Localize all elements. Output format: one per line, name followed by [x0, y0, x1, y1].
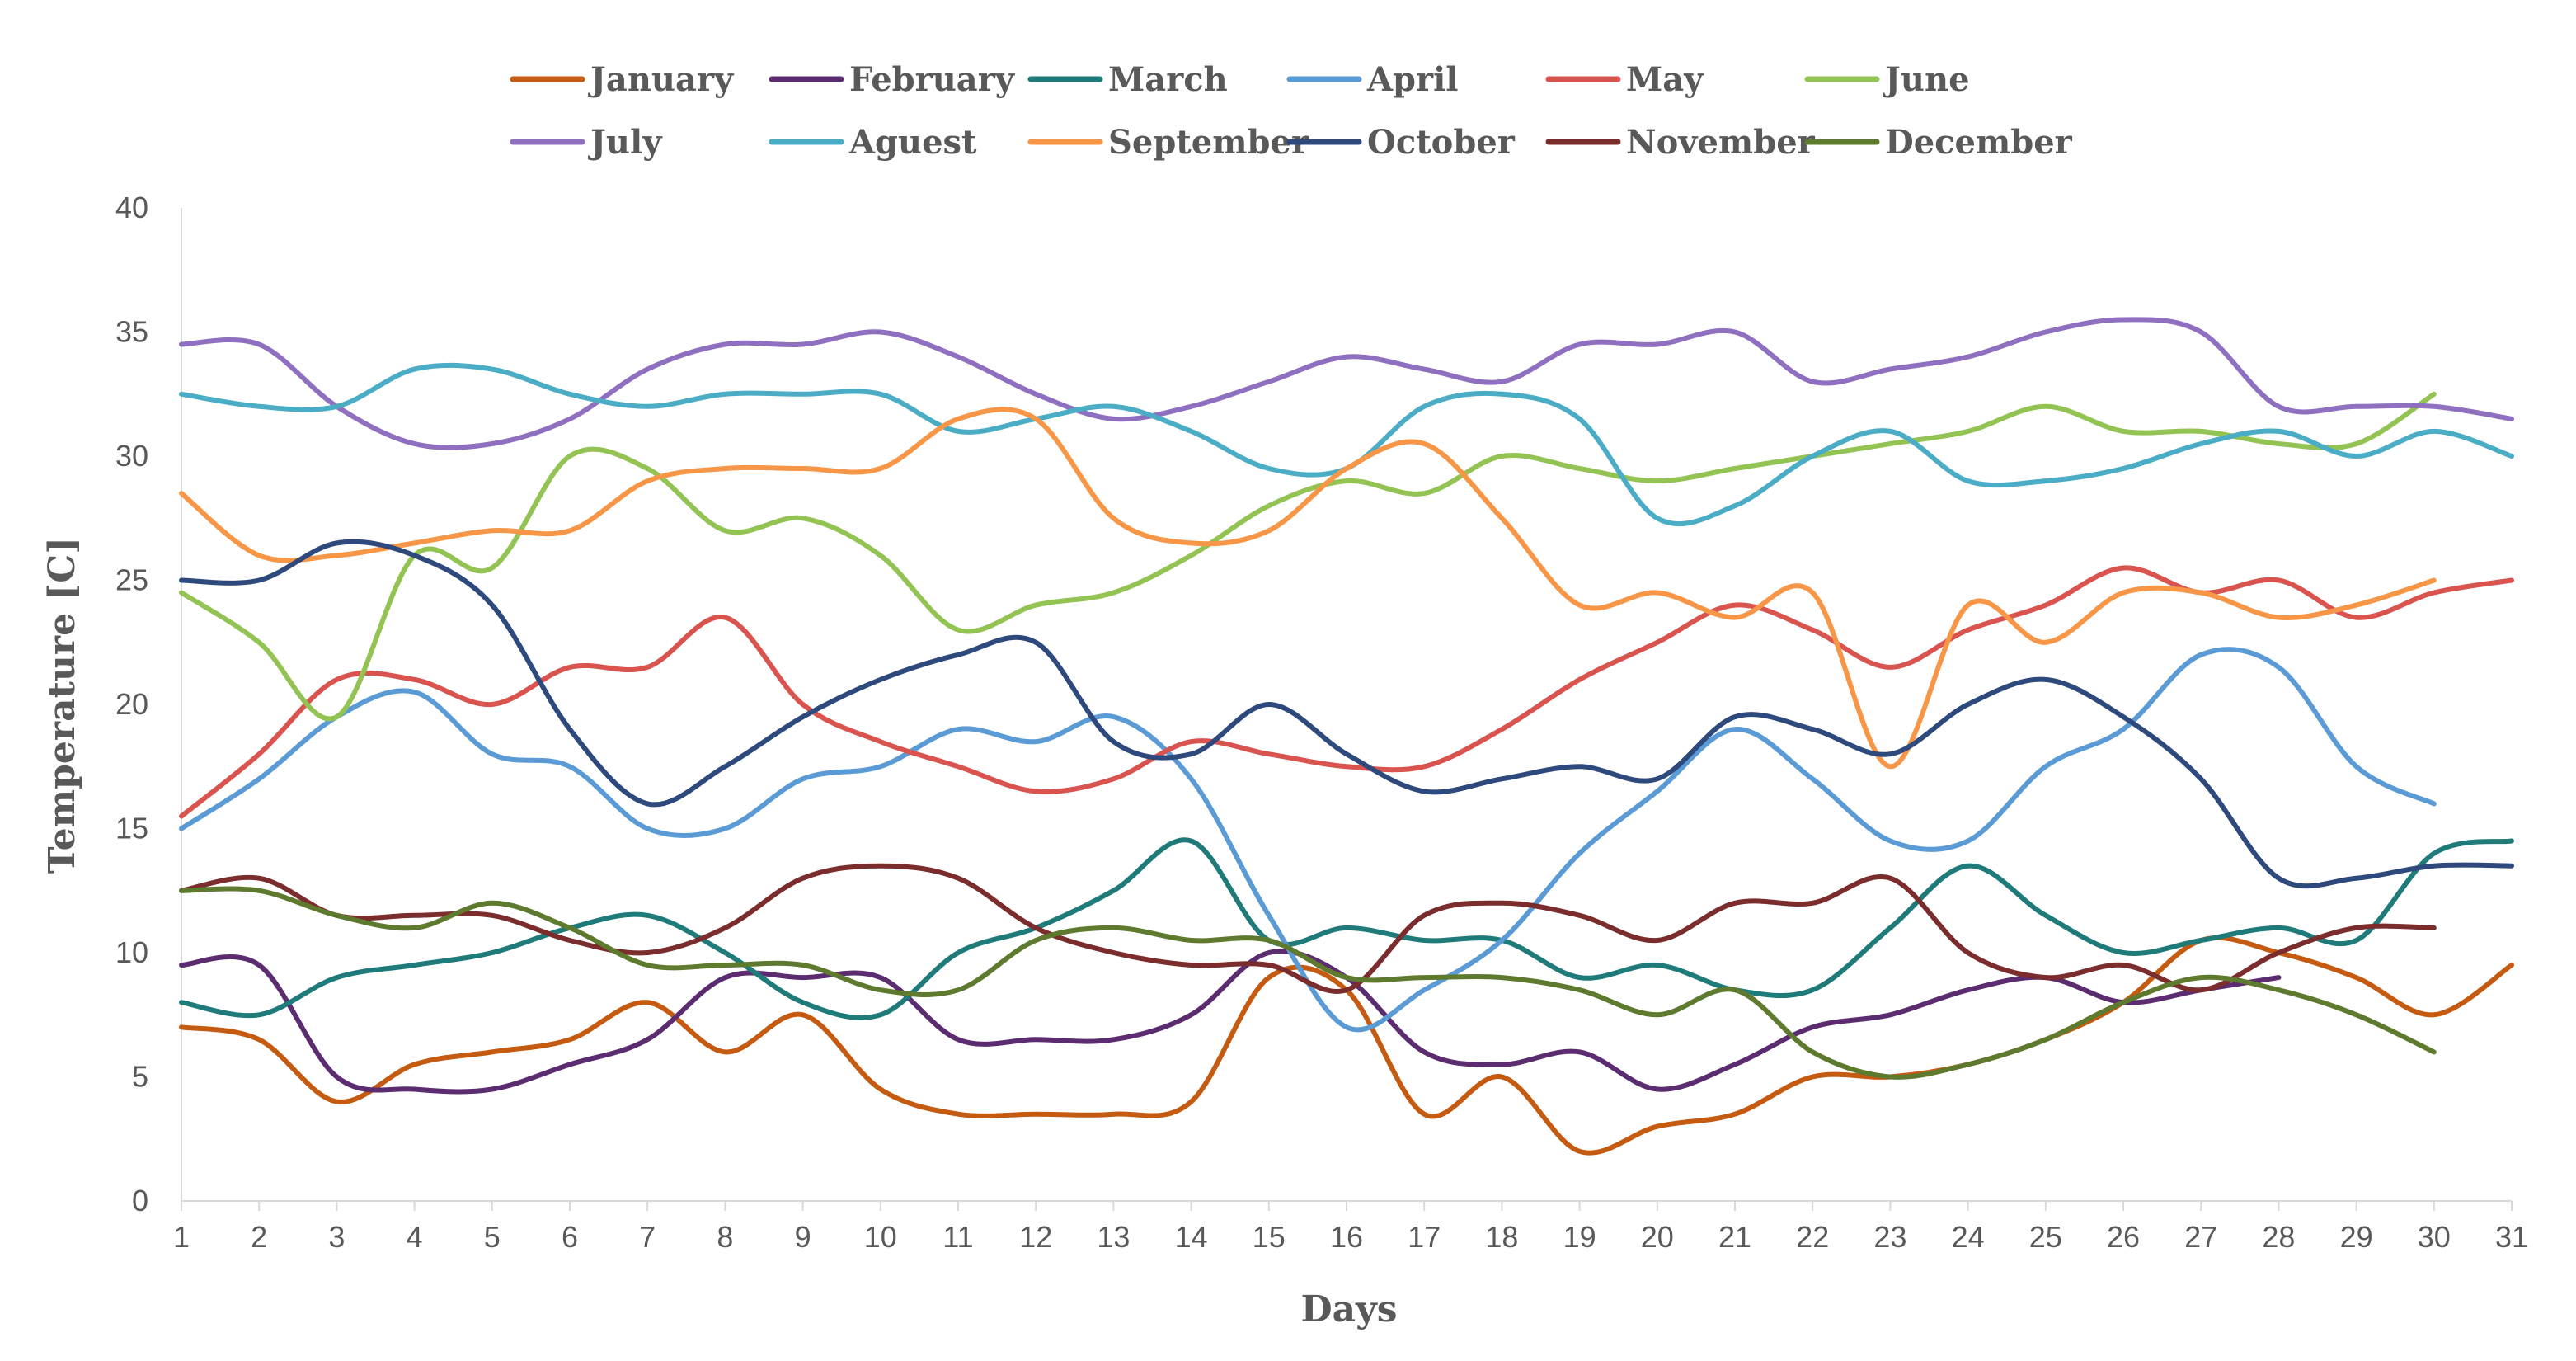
x-axis-title: Days [1300, 1288, 1397, 1330]
series-line-march [179, 837, 2514, 1020]
legend-item-october: October [1286, 123, 1516, 162]
series-line-april [179, 647, 2437, 1033]
legend-item-aguest: Aguest [769, 123, 977, 162]
legend-item-may: May [1545, 60, 1704, 99]
x-tick-label: 4 [407, 1220, 423, 1254]
legend-label: October [1367, 123, 1516, 162]
x-tick-label: 17 [1408, 1220, 1441, 1254]
series-line-december [179, 886, 2437, 1080]
y-tick-label: 35 [115, 315, 148, 349]
legend-item-january: January [510, 60, 735, 99]
series-line-may [179, 565, 2514, 819]
series-line-november [179, 863, 2437, 994]
legend-label: July [588, 123, 663, 162]
x-tick-label: 24 [1952, 1220, 1985, 1254]
series-line-aguest [179, 362, 2514, 527]
legend: January February March April May June July Ague… [510, 60, 2073, 162]
legend-item-december: December [1804, 123, 2073, 162]
legend-label: May [1626, 60, 1704, 99]
y-tick-label: 30 [115, 439, 148, 473]
x-tick-label: 8 [717, 1220, 733, 1254]
legend-label: December [1885, 123, 2073, 162]
y-tick-label: 5 [132, 1060, 148, 1094]
x-tick-label: 26 [2107, 1220, 2140, 1254]
y-axis-ticks: 0 5 10 15 20 25 30 35 40 [115, 191, 148, 1217]
x-tick-label: 6 [562, 1220, 578, 1254]
x-tick-label: 16 [1330, 1220, 1363, 1254]
legend-label: February [849, 60, 1016, 99]
x-tick-label: 14 [1175, 1220, 1208, 1254]
x-tick-label: 2 [251, 1220, 267, 1254]
x-tick-label: 19 [1563, 1220, 1596, 1254]
legend-label: June [1883, 60, 1970, 99]
series-lines [179, 317, 2514, 1156]
legend-item-february: February [769, 60, 1016, 99]
y-tick-label: 0 [132, 1184, 148, 1217]
x-tick-label: 29 [2340, 1220, 2373, 1254]
x-tick-label: 5 [484, 1220, 501, 1254]
x-tick-label: 21 [1718, 1220, 1751, 1254]
legend-item-september: September [1027, 123, 1309, 162]
legend-label: Aguest [848, 123, 977, 162]
y-tick-label: 40 [115, 191, 148, 224]
legend-item-march: March [1027, 60, 1228, 99]
legend-label: November [1626, 123, 1816, 162]
x-tick-label: 10 [864, 1220, 897, 1254]
series-line-october [179, 539, 2514, 889]
legend-label: April [1366, 60, 1458, 99]
series-line-september [179, 407, 2437, 770]
x-tick-label: 13 [1097, 1220, 1130, 1254]
legend-label: March [1108, 60, 1228, 99]
x-tick-label: 20 [1641, 1220, 1674, 1254]
x-tick-label: 30 [2418, 1220, 2451, 1254]
x-tick-label: 9 [795, 1220, 811, 1254]
x-tick-label: 25 [2029, 1220, 2062, 1254]
x-tick-label: 27 [2184, 1220, 2217, 1254]
x-tick-label: 31 [2495, 1220, 2528, 1254]
legend-item-november: November [1545, 123, 1816, 162]
x-tick-label: 7 [639, 1220, 656, 1254]
x-axis-ticks: 1 2 3 4 5 6 7 8 9 10 11 12 13 14 15 16 17 18 19 20 21 22 23 24 2… [173, 1201, 2528, 1254]
x-tick-label: 3 [328, 1220, 345, 1254]
legend-label: September [1108, 123, 1309, 162]
series-line-june [179, 391, 2437, 722]
x-tick-label: 22 [1796, 1220, 1829, 1254]
y-tick-label: 25 [115, 563, 148, 597]
legend-item-april: April [1286, 60, 1458, 99]
legend-item-july: July [510, 123, 663, 162]
legend-item-june: June [1804, 60, 1970, 99]
y-tick-label: 20 [115, 687, 148, 721]
y-tick-label: 15 [115, 812, 148, 845]
x-tick-label: 15 [1253, 1220, 1286, 1254]
series-line-january [179, 935, 2514, 1156]
x-tick-label: 11 [942, 1220, 973, 1254]
y-axis-title: Temperature [C] [41, 537, 83, 874]
x-tick-label: 18 [1485, 1220, 1518, 1254]
x-tick-label: 28 [2262, 1220, 2295, 1254]
x-tick-label: 23 [1873, 1220, 1906, 1254]
x-tick-label: 1 [173, 1220, 190, 1254]
series-line-july [179, 317, 2514, 450]
x-tick-label: 12 [1019, 1220, 1052, 1254]
series-line-february [179, 949, 2282, 1095]
legend-label: January [588, 60, 735, 99]
y-tick-label: 10 [115, 935, 148, 969]
